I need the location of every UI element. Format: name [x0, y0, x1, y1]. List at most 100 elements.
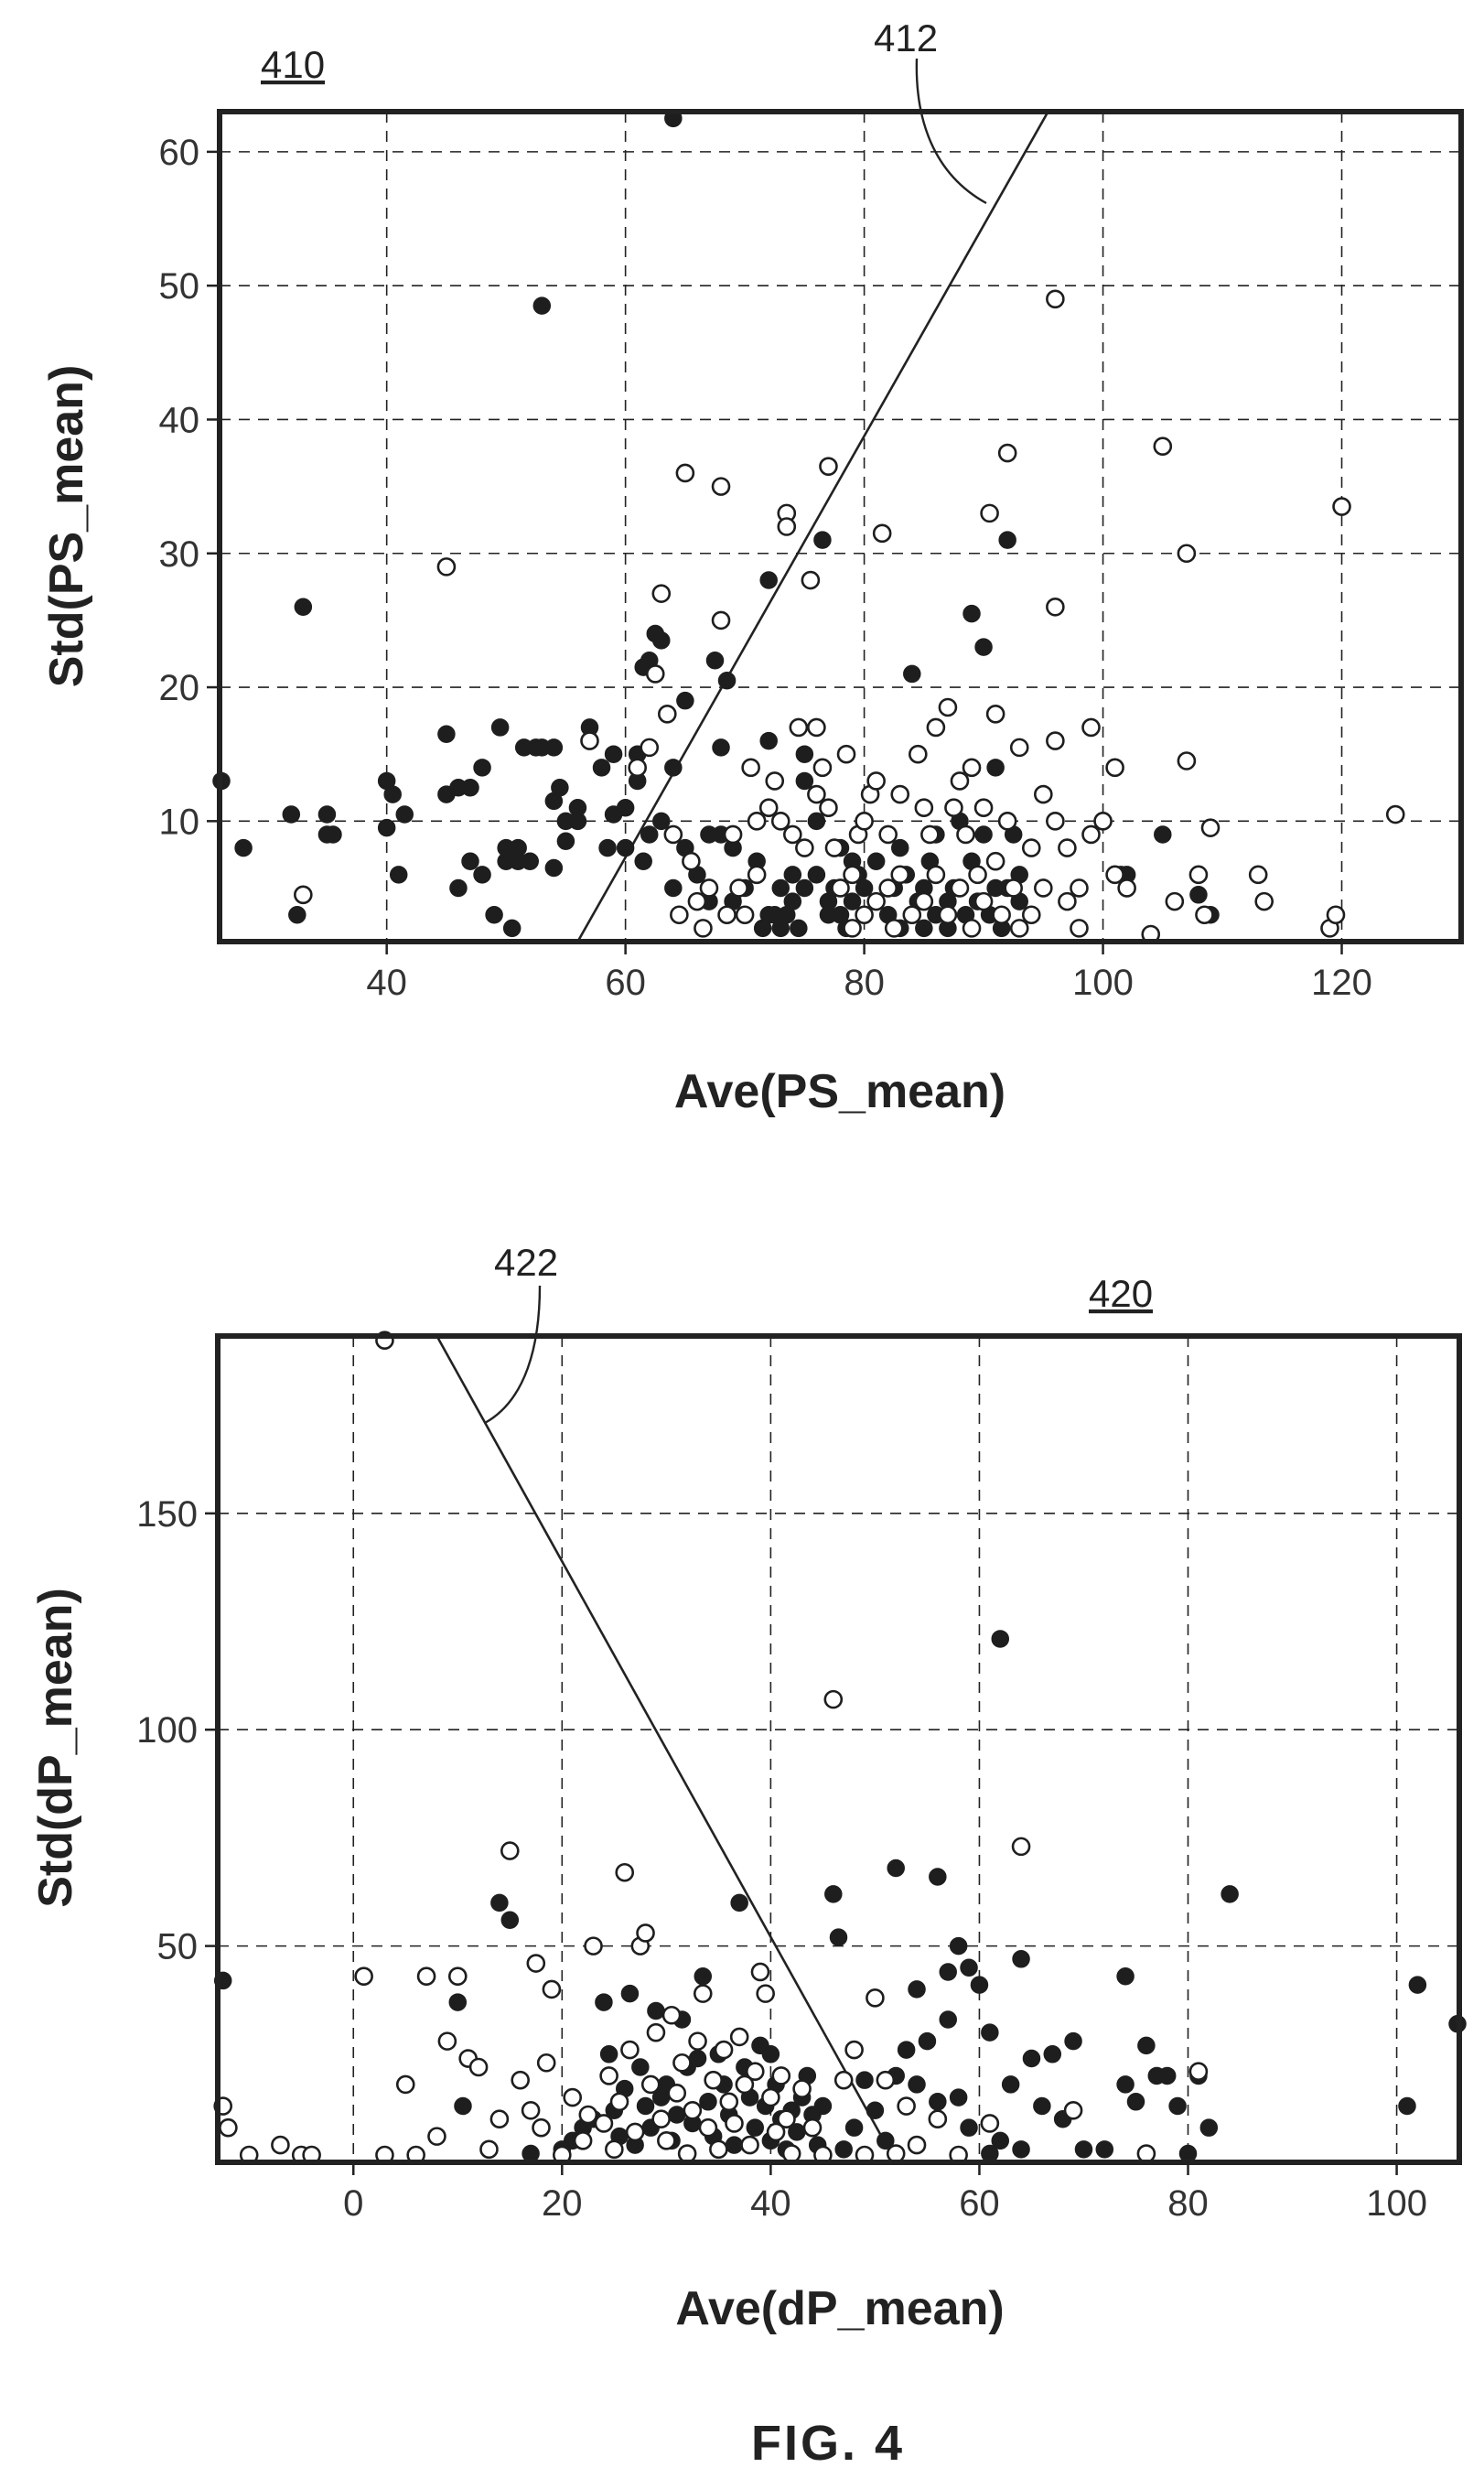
- x-tick-label-1: 60: [605, 963, 646, 1003]
- open-point-13: [694, 919, 713, 938]
- open-point-48: [683, 2100, 703, 2120]
- x-tick-label-2: 80: [844, 963, 885, 1003]
- filled-point-86: [795, 771, 814, 791]
- filled-point-72: [949, 2088, 968, 2106]
- open-point-111: [1326, 905, 1346, 925]
- open-point-55: [719, 2092, 739, 2112]
- open-point-10: [675, 463, 695, 483]
- filled-point-79: [991, 2131, 1010, 2150]
- open-point-50: [693, 1984, 713, 2003]
- open-point-83: [1021, 905, 1041, 925]
- open-point-82: [1021, 838, 1041, 857]
- filled-point-83: [1022, 2049, 1041, 2068]
- open-point-15: [711, 477, 731, 496]
- filled-point-4: [294, 598, 313, 617]
- filled-point-46: [616, 798, 635, 817]
- open-point-69: [802, 2117, 823, 2138]
- open-point-58: [914, 891, 934, 911]
- filled-point-87: [1064, 2031, 1082, 2051]
- open-point-22: [526, 1954, 546, 1973]
- open-point-68: [792, 2079, 812, 2098]
- open-point-74: [985, 851, 1005, 871]
- filled-point-68: [717, 671, 737, 690]
- open-point-39: [831, 878, 850, 898]
- scatter-panel-ps: 410 412 40 60 80 100 120 10 20 30 40 50 60 Ave(PS_…: [40, 16, 1464, 1118]
- filled-point-55: [652, 631, 671, 650]
- y-axis-label: Std(PS_mean): [40, 365, 93, 688]
- open-point-17: [717, 905, 737, 925]
- filled-point-126: [974, 825, 993, 844]
- panel-ref-numeral-410: 410: [261, 43, 325, 86]
- filled-point-10: [383, 785, 402, 803]
- plot-frame: [215, 1333, 1462, 2165]
- open-point-28: [573, 2131, 593, 2150]
- filled-point-9: [377, 818, 396, 837]
- open-point-42: [843, 919, 862, 938]
- filled-point-97: [1178, 2144, 1198, 2163]
- open-point-1: [219, 2117, 238, 2138]
- open-point-51: [698, 2117, 718, 2138]
- scatter-points: [212, 109, 1405, 944]
- open-point-109: [1254, 891, 1274, 911]
- panel-ref-numeral-420: 420: [1089, 1272, 1153, 1315]
- open-point-93: [1070, 878, 1089, 898]
- open-point-72: [973, 891, 994, 911]
- open-point-21: [521, 2100, 541, 2120]
- open-point-20: [735, 905, 755, 925]
- filled-point-18: [636, 2096, 655, 2116]
- filled-point-84: [790, 919, 808, 938]
- open-point-44: [661, 2005, 682, 2025]
- filled-point-136: [1154, 825, 1172, 844]
- open-point-84: [1063, 2100, 1083, 2120]
- open-point-44: [855, 812, 874, 831]
- filled-point-95: [1157, 2066, 1177, 2085]
- filled-point-3: [288, 905, 306, 924]
- filled-point-85: [1043, 2045, 1062, 2063]
- open-point-25: [765, 771, 785, 791]
- filled-point-82: [783, 892, 802, 910]
- open-point-40: [640, 2074, 661, 2095]
- open-point-113: [1385, 804, 1405, 824]
- open-point-71: [823, 1689, 844, 1709]
- filled-point-101: [855, 878, 874, 898]
- open-point-49: [688, 2031, 707, 2051]
- threshold-line-422: [436, 1335, 898, 2163]
- open-point-67: [781, 2144, 801, 2163]
- open-point-65: [950, 771, 970, 791]
- filled-point-100: [1221, 1885, 1239, 1903]
- open-point-22: [747, 812, 767, 831]
- filled-point-40: [568, 812, 587, 831]
- open-point-62: [756, 1984, 775, 2003]
- open-point-33: [605, 2139, 624, 2160]
- filled-point-53: [640, 825, 659, 844]
- filled-point-35: [544, 858, 564, 878]
- filled-point-73: [960, 1958, 978, 1977]
- open-point-40: [836, 744, 856, 764]
- open-point-46: [672, 2053, 692, 2073]
- open-point-47: [677, 2144, 697, 2163]
- filled-point-92: [1126, 2093, 1145, 2111]
- open-point-19: [729, 878, 748, 898]
- x-axis-label: Ave(PS_mean): [674, 1065, 1005, 1118]
- filled-point-12: [395, 805, 414, 824]
- open-point-37: [819, 798, 838, 818]
- open-point-34: [609, 2092, 629, 2112]
- open-point-86: [1046, 289, 1065, 309]
- filled-point-21: [485, 905, 503, 924]
- open-point-13: [437, 2031, 457, 2051]
- filled-point-29: [521, 852, 539, 870]
- x-tick-label-3: 60: [959, 2183, 1000, 2224]
- y-tick-label-0: 10: [159, 802, 200, 842]
- filled-point-76: [981, 2023, 999, 2042]
- open-point-112: [1332, 497, 1351, 516]
- filled-point-20: [473, 866, 491, 884]
- open-point-50: [878, 824, 898, 845]
- filled-point-30: [699, 2093, 717, 2111]
- filled-point-18: [461, 779, 479, 797]
- open-point-37: [625, 2122, 645, 2142]
- filled-point-2: [282, 805, 301, 824]
- open-point-8: [663, 824, 683, 845]
- x-tick-label-2: 40: [750, 2183, 791, 2224]
- filled-point-15: [620, 1984, 640, 2003]
- open-point-56: [909, 744, 928, 764]
